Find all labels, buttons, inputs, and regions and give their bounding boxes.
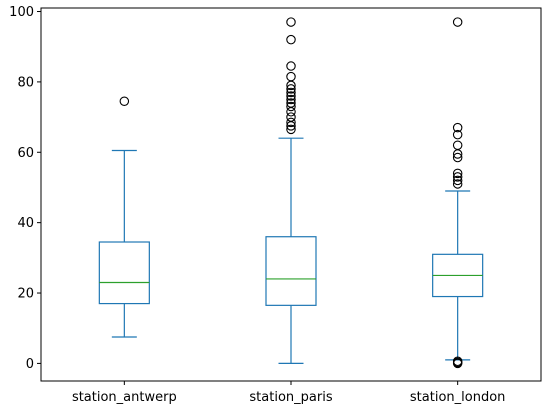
outlier-point: [452, 179, 463, 189]
outlier-point: [452, 129, 463, 140]
y-tick-label: 20: [17, 287, 34, 302]
x-tick-label: station_antwerp: [72, 390, 177, 405]
outlier-point: [286, 124, 296, 135]
outlier-point: [452, 175, 463, 186]
outlier-point: [286, 98, 296, 108]
outlier-point: [286, 34, 296, 45]
outlier-point: [286, 71, 296, 82]
x-tick-label: station_london: [410, 390, 506, 405]
box-station_antwerp: [98, 96, 150, 338]
y-tick-label: 60: [17, 146, 34, 161]
plot-frame: [40, 7, 542, 382]
outlier-point: [286, 94, 296, 105]
outlier-point: [452, 172, 463, 182]
outlier-point: [452, 152, 463, 163]
outlier-point: [286, 117, 296, 128]
y-tick-label: 0: [26, 357, 34, 372]
box-station_london: [432, 17, 484, 369]
outlier-point: [452, 122, 463, 133]
outlier-point: [286, 87, 296, 98]
y-tick-label: 80: [17, 75, 34, 90]
outlier-point: [286, 84, 296, 94]
y-tick-label: 100: [9, 5, 34, 20]
iqr-box: [265, 236, 317, 306]
outlier-point: [119, 96, 130, 107]
outlier-point: [286, 91, 296, 101]
outlier-point: [452, 140, 463, 150]
outlier-point: [452, 168, 463, 179]
outlier-point: [286, 17, 296, 27]
iqr-box: [98, 241, 150, 305]
x-tick-label: station_paris: [249, 390, 332, 405]
outlier-point: [452, 17, 463, 27]
outlier-point: [452, 356, 463, 367]
x-axis: station_antwerp station_paris station_lond…: [72, 381, 505, 405]
boxes: [98, 17, 484, 369]
y-axis: 0 20 40 60 80 100: [9, 5, 41, 372]
y-tick-label: 40: [17, 216, 34, 231]
outlier-point: [286, 112, 296, 122]
box-station_paris: [265, 17, 317, 365]
outlier-point: [286, 101, 296, 112]
outlier-point: [286, 61, 296, 71]
